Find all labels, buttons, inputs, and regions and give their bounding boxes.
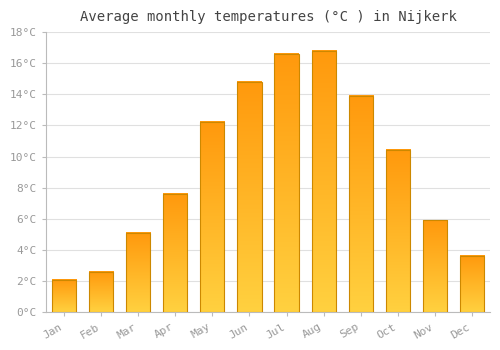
Title: Average monthly temperatures (°C ) in Nijkerk: Average monthly temperatures (°C ) in Ni… xyxy=(80,10,456,24)
